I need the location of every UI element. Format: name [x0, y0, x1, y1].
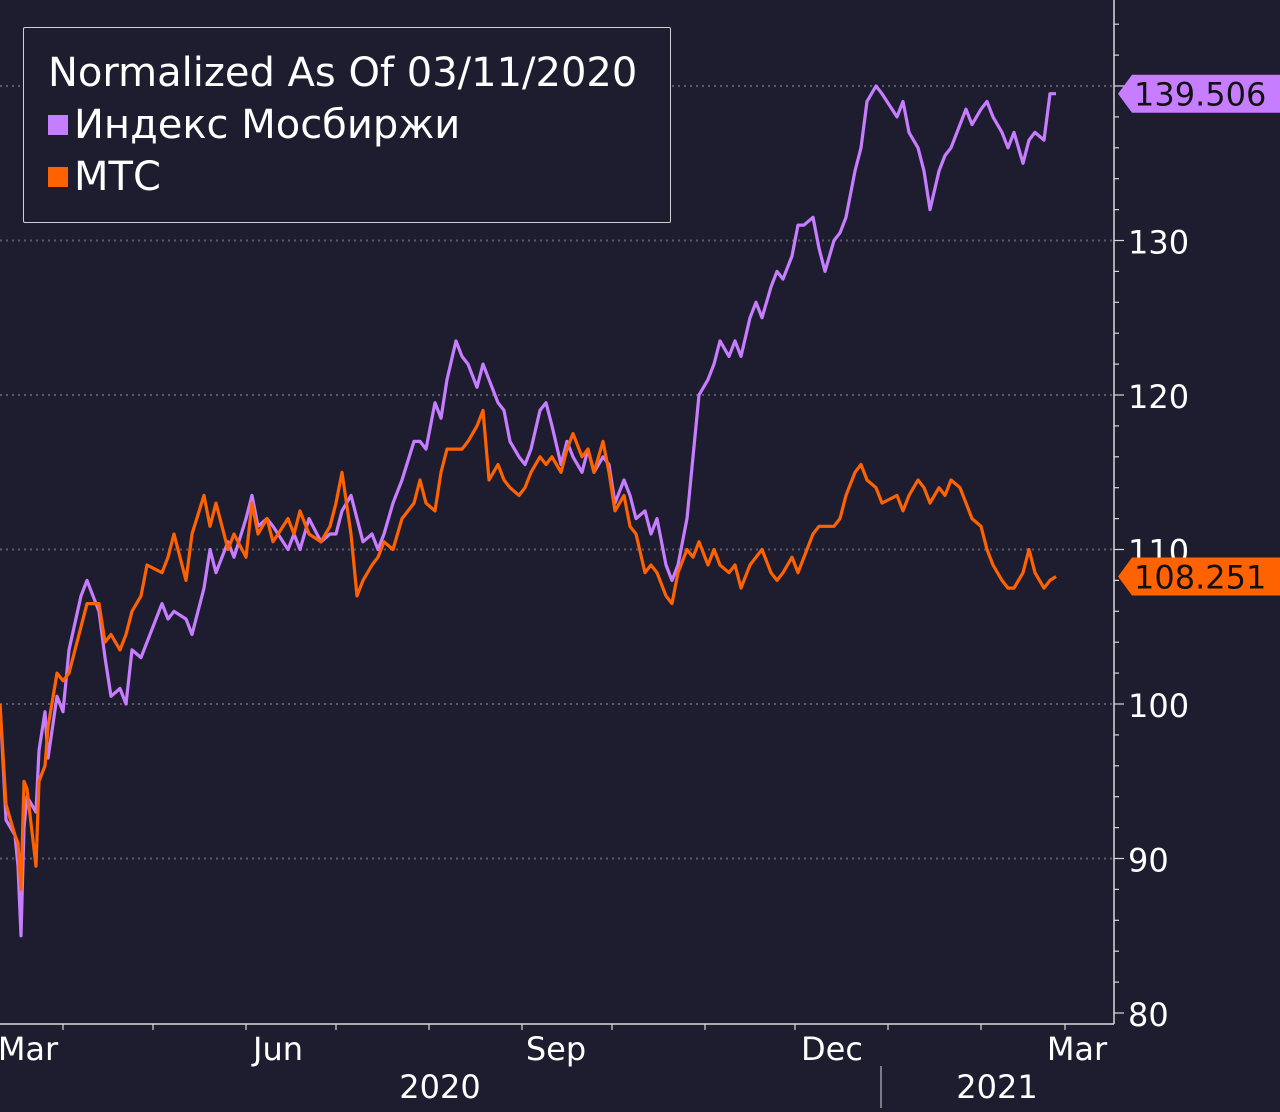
- x-tick-label-4: Mar: [1047, 1030, 1108, 1068]
- last-value-tag-shape-1: [1118, 557, 1280, 596]
- year-label-2021: 2021: [956, 1068, 1037, 1106]
- legend-swatch-moex: [48, 115, 68, 135]
- legend-label-moex: Индекс Мосбиржи: [74, 102, 461, 148]
- last-value-labels: 139.506 108.251: [1118, 74, 1280, 597]
- last-value-tag-text-1: 108.251: [1134, 559, 1266, 597]
- legend: Normalized As Of 03/11/2020 Индекс Мосби…: [23, 27, 671, 223]
- last-value-tag-1: 108.251: [1118, 557, 1280, 597]
- x-tick-label-3: Dec: [801, 1030, 863, 1068]
- y-tick-label-120: 120: [1128, 378, 1189, 416]
- x-tick-label-2: Sep: [526, 1030, 586, 1068]
- year-label-2020: 2020: [399, 1068, 480, 1106]
- legend-label-mts: МТС: [74, 154, 161, 200]
- chart-title: Normalized As Of 03/11/2020: [48, 50, 638, 96]
- series-lines: [0, 84, 1057, 938]
- series-line-0: [0, 84, 1056, 938]
- legend-item-moex: Индекс Мосбиржи: [48, 102, 460, 148]
- x-tick-label-1: Jun: [251, 1030, 303, 1068]
- legend-item-mts: МТС: [48, 154, 161, 200]
- legend-swatch-mts: [48, 167, 68, 187]
- series-line-1: [0, 408, 1057, 891]
- y-tick-label-80: 80: [1128, 996, 1169, 1034]
- y-tick-label-130: 130: [1128, 224, 1189, 262]
- y-tick-label-90: 90: [1128, 842, 1169, 880]
- x-tick-label-0: Mar: [0, 1030, 59, 1068]
- x-axis: Mar Jun Sep Dec Mar 2020 2021: [0, 1023, 1114, 1108]
- last-value-tag-shape-0: [1118, 74, 1280, 113]
- y-tick-label-100: 100: [1128, 687, 1189, 725]
- last-value-tag-0: 139.506: [1118, 74, 1280, 114]
- last-value-tag-text-0: 139.506: [1134, 76, 1266, 114]
